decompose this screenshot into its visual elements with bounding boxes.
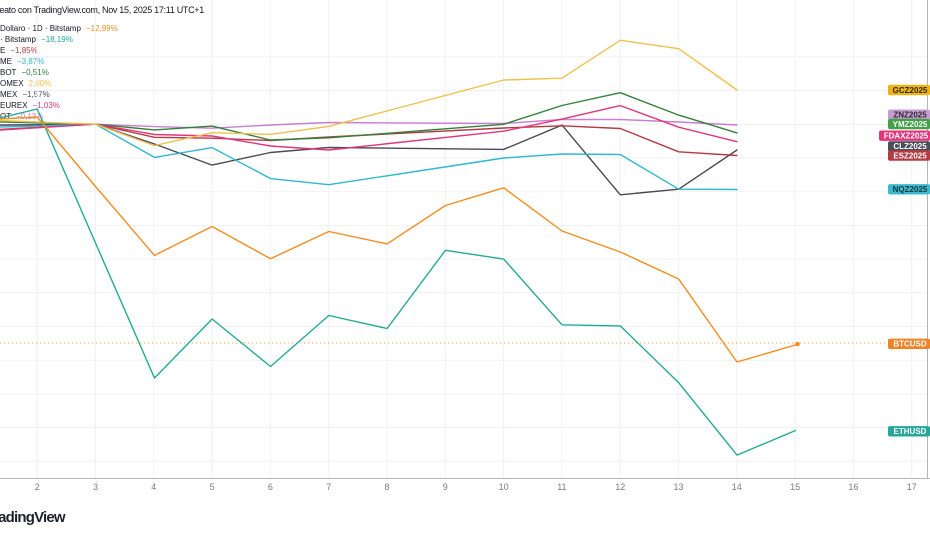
svg-text:FDAXZ2025: FDAXZ2025 [884,132,929,141]
svg-text:YMZ2025: YMZ2025 [893,120,928,129]
svg-text:ETHUSD: ETHUSD [894,427,927,436]
svg-text:14: 14 [732,482,742,492]
svg-text:16: 16 [848,482,858,492]
svg-text:3: 3 [93,482,98,492]
svg-text:17: 17 [907,482,917,492]
svg-text:4: 4 [151,482,156,492]
svg-text:10: 10 [499,482,509,492]
svg-text:9: 9 [443,482,448,492]
svg-text:NQZ2025: NQZ2025 [893,185,928,194]
svg-text:GCZ2025: GCZ2025 [893,86,928,95]
svg-text:6: 6 [268,482,273,492]
svg-text:2: 2 [35,482,40,492]
svg-text:11: 11 [557,482,566,492]
svg-text:7: 7 [326,482,331,492]
svg-text:BTCUSD: BTCUSD [893,340,927,349]
svg-text:15: 15 [790,482,800,492]
svg-text:5: 5 [210,482,215,492]
svg-text:12: 12 [615,482,625,492]
svg-text:CLZ2025: CLZ2025 [893,142,927,151]
svg-text:ESZ2025: ESZ2025 [893,151,927,160]
svg-text:8: 8 [384,482,389,492]
svg-text:13: 13 [673,482,683,492]
svg-text:ZNZ2025: ZNZ2025 [893,111,927,120]
